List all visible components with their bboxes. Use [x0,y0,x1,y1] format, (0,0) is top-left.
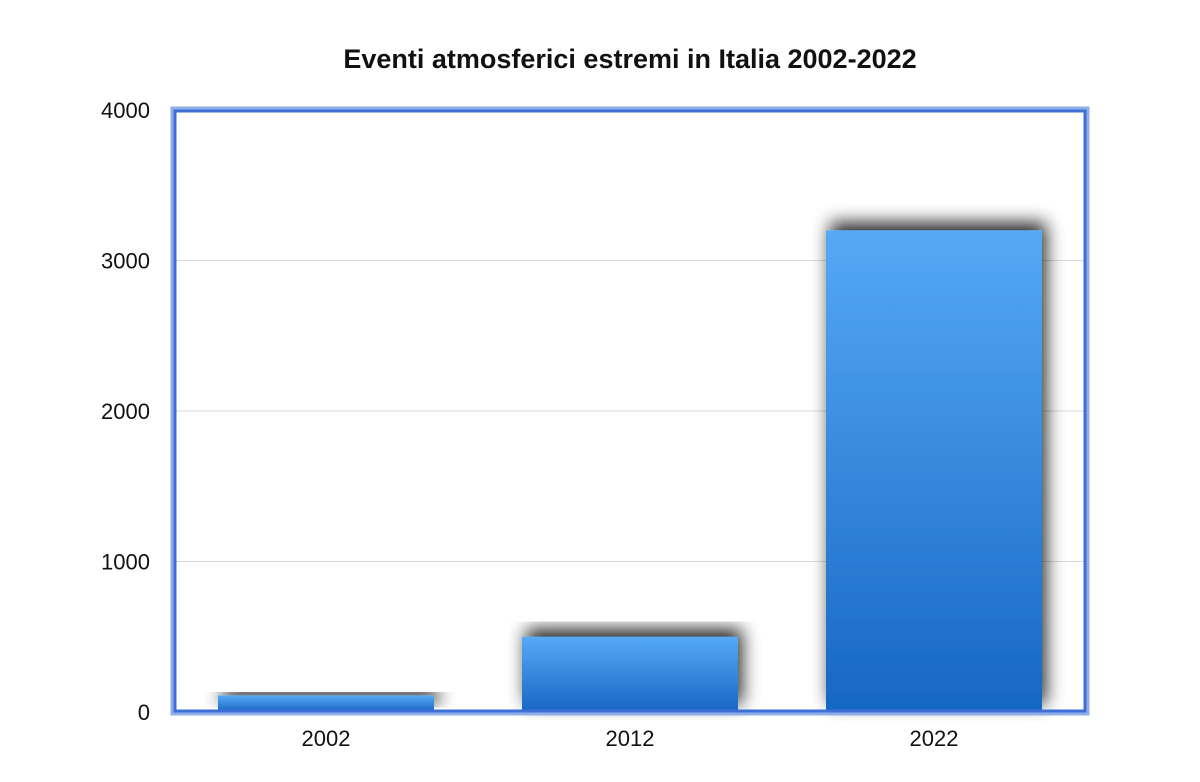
y-tick-label-2000: 2000 [101,399,150,424]
plot-frame [170,106,1090,716]
y-tick-label-1000: 1000 [101,550,150,575]
x-tick-label-2002: 2002 [302,726,351,751]
y-tick-label-0: 0 [138,700,150,725]
y-tick-label-3000: 3000 [101,249,150,274]
x-tick-label-2012: 2012 [606,726,655,751]
y-tick-label-4000: 4000 [101,98,150,123]
bar-2002 [218,695,434,712]
x-axis-ticks: 2002 2012 2022 [302,726,959,751]
chart-title: Eventi atmosferici estremi in Italia 200… [343,44,917,74]
y-axis-ticks: 0 1000 2000 3000 4000 [101,98,150,725]
bar-2022 [826,230,1042,712]
plot-frame-outer [170,106,1090,716]
bars [218,230,1042,712]
plot-frame-inner [173,109,1087,713]
bar-2012 [522,636,738,712]
x-tick-label-2022: 2022 [910,726,959,751]
